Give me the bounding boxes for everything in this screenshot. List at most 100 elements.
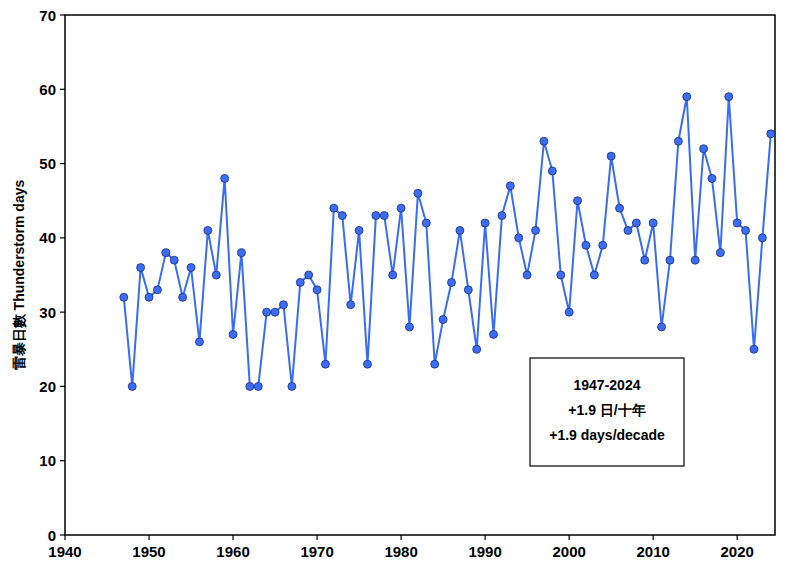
x-tick [148,535,149,540]
x-tick-label: 1970 [300,543,333,560]
y-tick [60,89,65,90]
data-point [456,226,464,234]
data-point [758,234,766,242]
data-point [473,345,481,353]
data-point [305,271,313,279]
data-point [674,137,682,145]
data-point [246,382,254,390]
data-point [565,308,573,316]
data-point [372,212,380,220]
data-point [389,271,397,279]
x-tick-label: 1980 [384,543,417,560]
data-point [288,382,296,390]
data-point [691,256,699,264]
data-point [515,234,523,242]
data-point [548,167,556,175]
x-tick-label: 2010 [636,543,669,560]
data-point [397,204,405,212]
data-point [363,360,371,368]
data-point [448,278,456,286]
data-point [490,330,498,338]
x-tick [400,535,401,540]
data-point [750,345,758,353]
data-point [271,308,279,316]
y-tick-label: 70 [39,7,56,24]
data-point [179,293,187,301]
data-point [330,204,338,212]
y-tick-label: 0 [48,527,56,544]
data-point [338,212,346,220]
x-tick [232,535,233,540]
data-point [481,219,489,227]
data-point [641,256,649,264]
data-point [347,301,355,309]
data-point [128,382,136,390]
data-point [405,323,413,331]
y-tick [60,14,65,15]
x-tick-label: 1940 [48,543,81,560]
y-tick-label: 40 [39,229,56,246]
background [0,0,800,580]
data-point [624,226,632,234]
data-point [498,212,506,220]
data-point [599,241,607,249]
data-point [506,182,514,190]
x-tick-label: 1990 [468,543,501,560]
data-point [254,382,262,390]
data-point [162,249,170,257]
data-point [120,293,128,301]
data-point [658,323,666,331]
x-tick-label: 1960 [216,543,249,560]
x-tick-label: 2020 [721,543,754,560]
data-point [137,264,145,272]
y-tick-label: 20 [39,378,56,395]
y-tick [60,312,65,313]
data-point [733,219,741,227]
x-tick [569,535,570,540]
y-tick [60,534,65,535]
data-point [649,219,657,227]
y-tick-label: 50 [39,155,56,172]
x-tick [737,535,738,540]
data-point [313,286,321,294]
data-point [195,338,203,346]
data-point [557,271,565,279]
data-point [439,316,447,324]
y-axis-label: 雷暴日數 Thunderstorm days [11,180,27,371]
annotation-box [530,358,684,466]
data-point [414,189,422,197]
plot-frame [65,15,775,535]
x-tick [653,535,654,540]
annotation-text: +1.9 days/decade [549,427,665,443]
data-point [187,264,195,272]
data-point [153,286,161,294]
data-point [321,360,329,368]
data-point [229,330,237,338]
data-point [716,249,724,257]
data-point [221,174,229,182]
data-point [683,93,691,101]
x-tick [64,535,65,540]
data-point [212,271,220,279]
data-point [742,226,750,234]
chart: 0102030405060701940195019601970198019902… [0,0,800,580]
y-tick-label: 30 [39,304,56,321]
data-point [574,197,582,205]
x-tick-label: 2000 [552,543,585,560]
annotation-text: +1.9 日/十年 [568,402,645,418]
data-point [422,219,430,227]
data-point [632,219,640,227]
data-point [708,174,716,182]
data-point [204,226,212,234]
data-point [607,152,615,160]
data-point [767,130,775,138]
series-line [124,97,771,387]
data-point [540,137,548,145]
data-point [170,256,178,264]
data-point [355,226,363,234]
y-tick [60,163,65,164]
data-point [237,249,245,257]
data-point [464,286,472,294]
data-point [431,360,439,368]
x-tick [316,535,317,540]
